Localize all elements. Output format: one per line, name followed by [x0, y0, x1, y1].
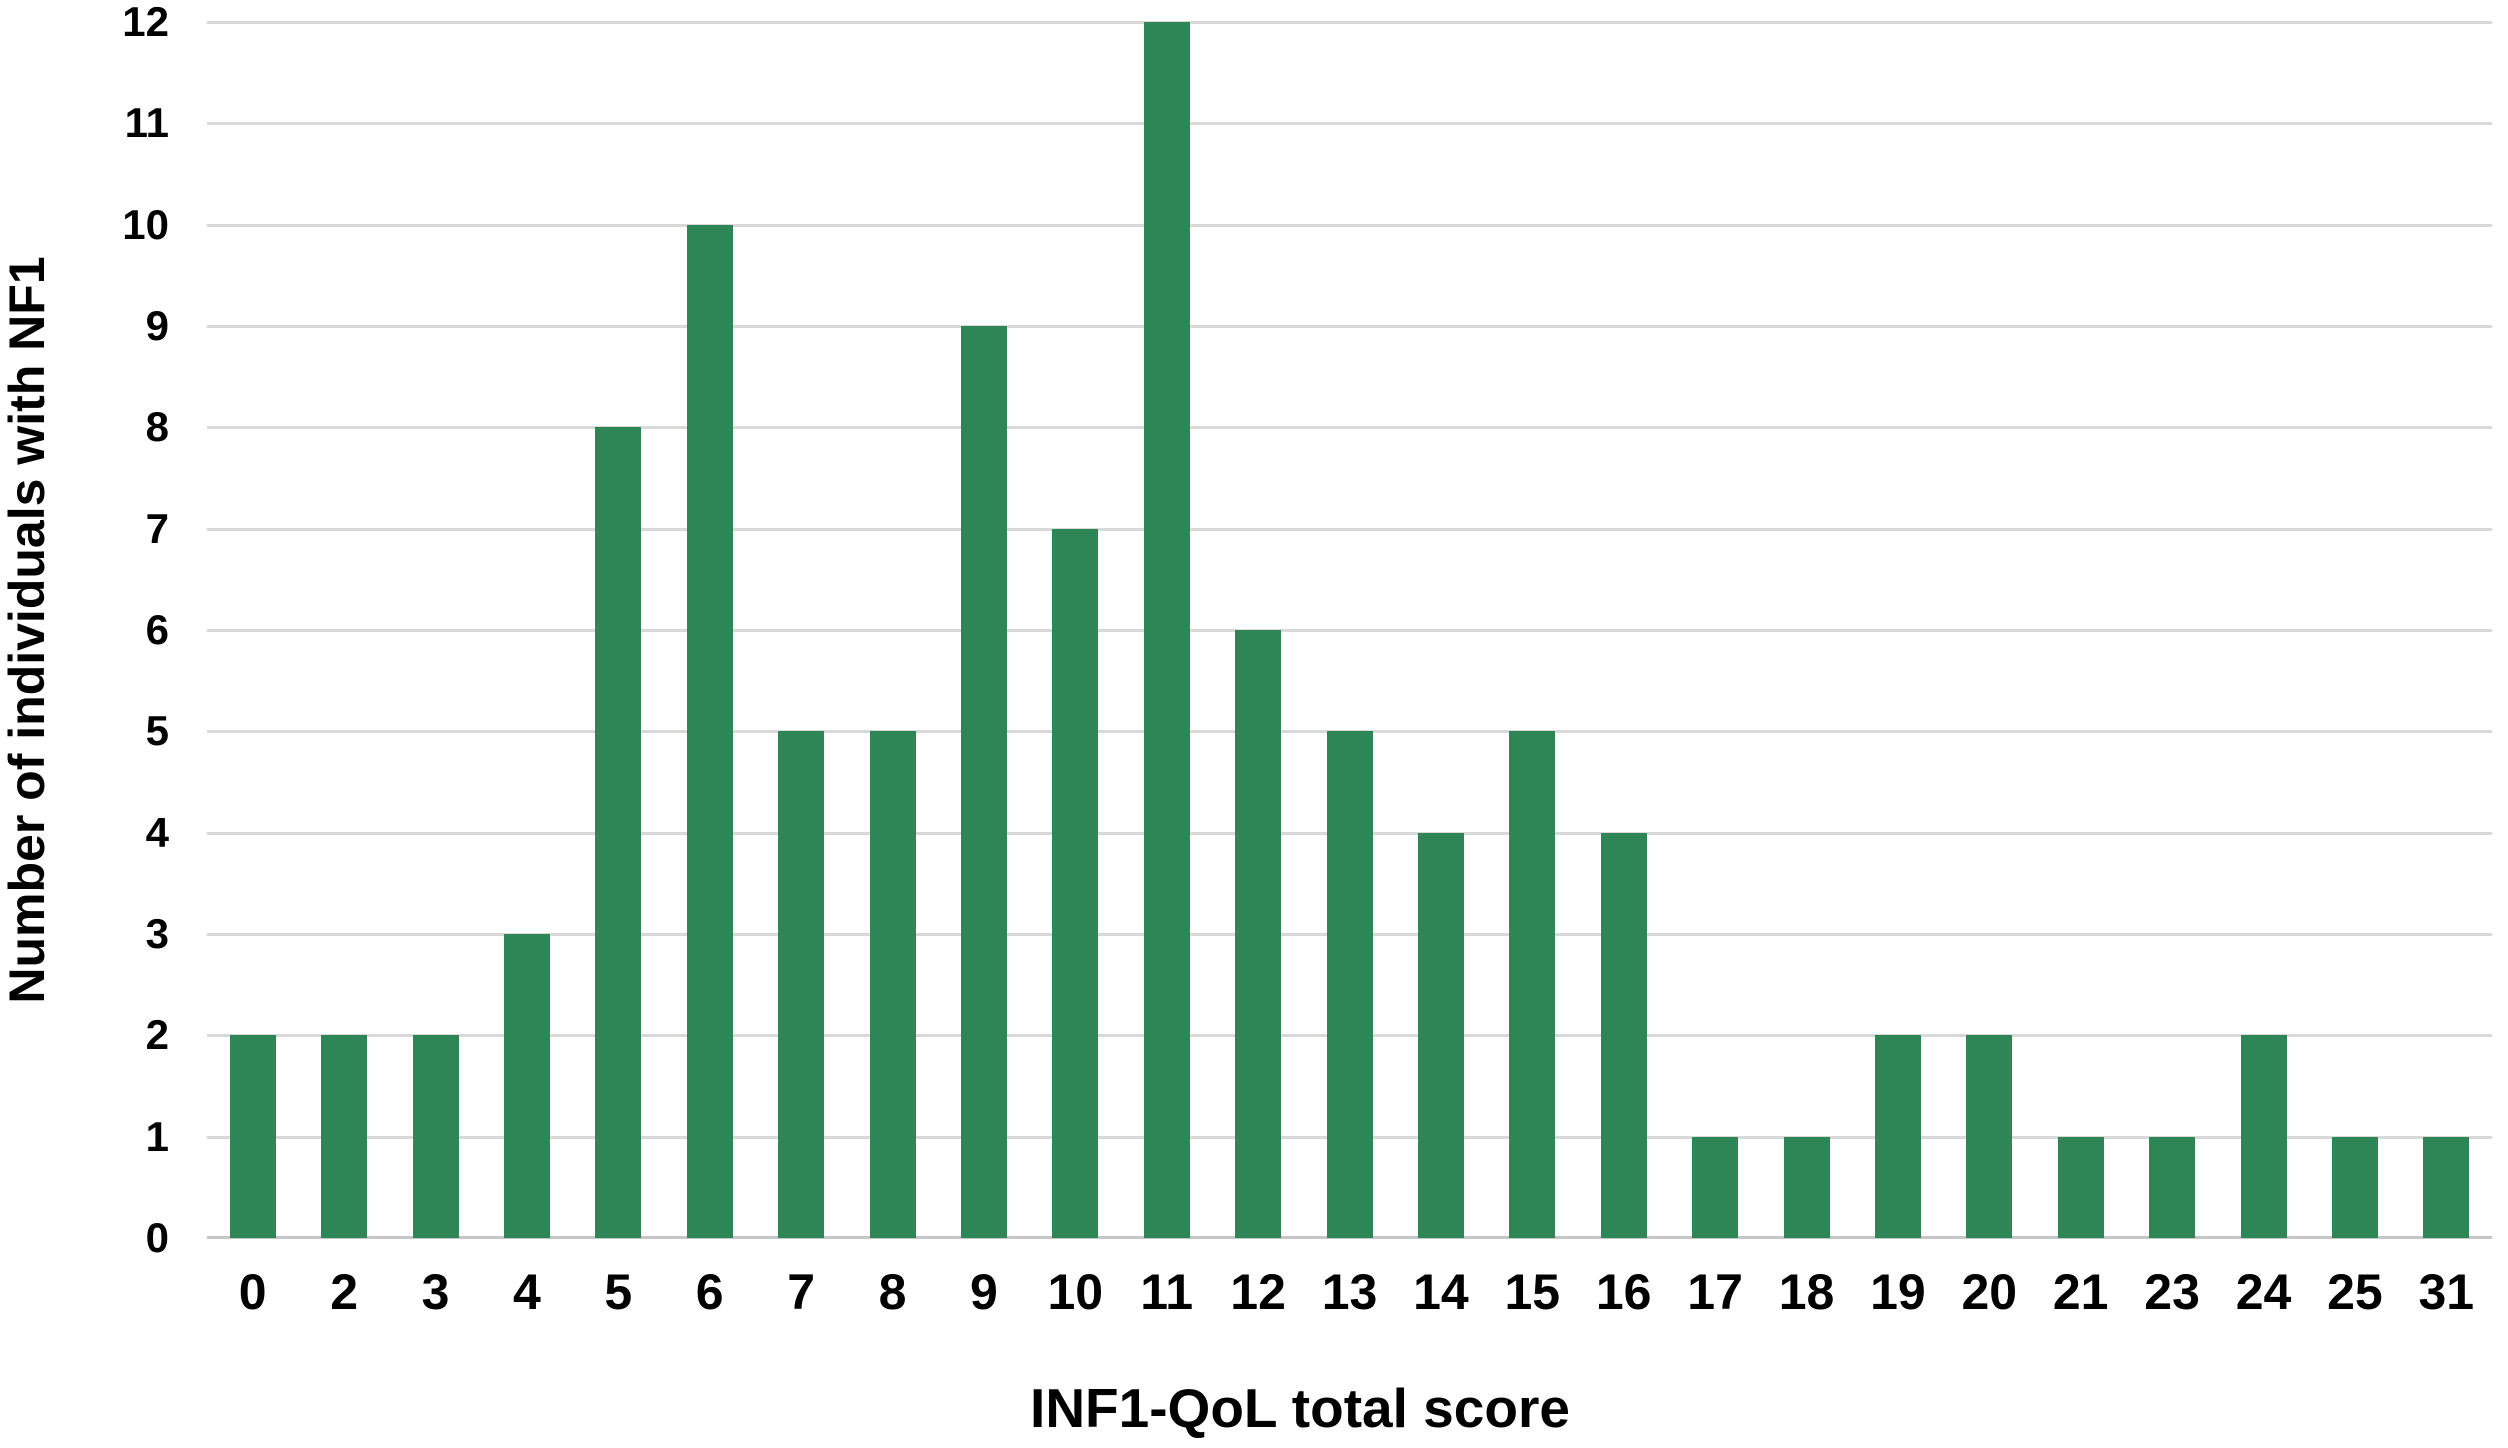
x-tick-label-10: 10	[1047, 1264, 1104, 1320]
y-tick-label-12: 12	[122, 0, 169, 45]
gridline-y-8	[207, 426, 2492, 430]
y-tick-label-1: 1	[145, 1112, 169, 1160]
bar-score-18	[1783, 1136, 1830, 1238]
bar-score-14	[1417, 832, 1464, 1238]
x-tick-label-3: 3	[421, 1264, 450, 1320]
x-tick-label-16: 16	[1595, 1264, 1652, 1320]
x-tick-label-21: 21	[2052, 1264, 2109, 1320]
x-tick-label-12: 12	[1230, 1264, 1286, 1320]
x-tick-label-15: 15	[1504, 1264, 1561, 1320]
x-tick-label-18: 18	[1778, 1264, 1835, 1320]
y-tick-label-11: 11	[124, 99, 169, 147]
y-tick-label-4: 4	[145, 808, 169, 856]
bar-score-5	[595, 427, 642, 1238]
gridline-y-9	[207, 325, 2492, 328]
gridline-y-12	[207, 21, 2492, 24]
x-tick-label-9: 9	[969, 1264, 998, 1320]
bar-score-8	[869, 731, 916, 1238]
x-tick-label-11: 11	[1140, 1264, 1194, 1320]
plot-area	[207, 21, 2492, 1239]
bar-score-15	[1509, 731, 1556, 1238]
gridline-y-7	[207, 527, 2492, 531]
x-tick-label-14: 14	[1413, 1264, 1469, 1320]
y-tick-label-3: 3	[145, 910, 169, 957]
bar-score-17	[1692, 1136, 1739, 1238]
bar-score-13	[1326, 731, 1373, 1238]
bar-score-7	[778, 731, 825, 1238]
y-tick-label-9: 9	[145, 302, 169, 349]
y-tick-label-5: 5	[145, 707, 169, 755]
x-tick-label-0: 0	[238, 1264, 267, 1320]
y-tick-label-6: 6	[145, 606, 169, 653]
x-axis-title: INF1-QoL total score	[1030, 1377, 1570, 1439]
x-tick-label-7: 7	[787, 1264, 815, 1320]
y-tick-label-2: 2	[145, 1011, 169, 1059]
bar-score-0	[229, 1035, 276, 1238]
bar-score-31	[2423, 1136, 2470, 1238]
x-tick-label-6: 6	[695, 1264, 724, 1320]
x-tick-label-5: 5	[604, 1264, 633, 1320]
bar-score-10	[1052, 528, 1099, 1238]
bar-score-19	[1874, 1035, 1921, 1238]
x-tick-label-8: 8	[878, 1264, 907, 1320]
bar-score-21	[2057, 1136, 2104, 1238]
y-tick-label-8: 8	[145, 403, 169, 451]
bar-score-16	[1600, 832, 1647, 1238]
gridline-y-6	[207, 629, 2492, 632]
x-tick-label-4: 4	[512, 1264, 541, 1320]
x-tick-label-2: 2	[330, 1264, 358, 1320]
x-tick-label-23: 23	[2144, 1264, 2200, 1320]
y-tick-label-0: 0	[145, 1214, 169, 1261]
bar-score-2	[321, 1035, 368, 1238]
bar-score-9	[960, 326, 1007, 1238]
bar-score-25	[2331, 1136, 2378, 1238]
bar-score-20	[1966, 1035, 2013, 1238]
x-tick-label-20: 20	[1961, 1264, 2018, 1320]
bar-score-6	[686, 224, 733, 1238]
x-tick-label-24: 24	[2235, 1264, 2292, 1320]
x-tick-label-13: 13	[1321, 1264, 1378, 1320]
x-tick-label-25: 25	[2327, 1264, 2383, 1320]
y-tick-label-7: 7	[145, 504, 169, 552]
gridline-y-11	[207, 122, 2492, 126]
bar-score-11	[1143, 22, 1190, 1238]
bar-score-4	[503, 934, 550, 1238]
gridline-y-10	[207, 223, 2492, 227]
x-tick-label-19: 19	[1870, 1264, 1926, 1320]
x-tick-label-31: 31	[2418, 1264, 2475, 1320]
bar-score-24	[2240, 1035, 2287, 1238]
bar-score-12	[1235, 630, 1282, 1238]
bar-score-23	[2149, 1136, 2196, 1238]
y-tick-label-10: 10	[122, 200, 169, 248]
bar-score-3	[412, 1035, 459, 1238]
x-tick-label-17: 17	[1687, 1264, 1743, 1320]
